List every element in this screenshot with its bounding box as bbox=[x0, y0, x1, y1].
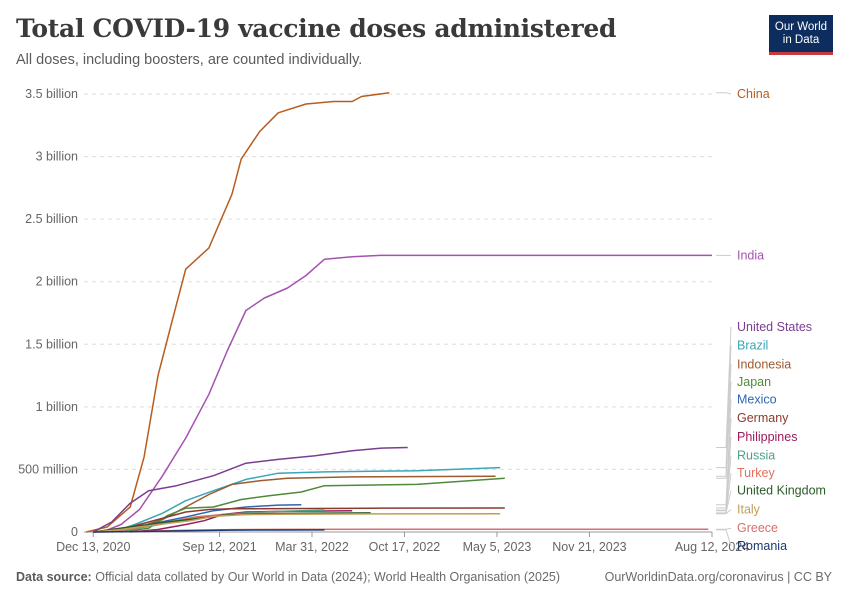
y-tick-label: 3 billion bbox=[36, 150, 78, 164]
data-source: Data source: Official data collated by O… bbox=[16, 570, 560, 584]
x-tick-label: Mar 31, 2022 bbox=[275, 540, 349, 554]
data-source-text: Official data collated by Our World in D… bbox=[95, 570, 561, 584]
chart-subtitle: All doses, including boosters, are count… bbox=[16, 52, 363, 68]
y-tick-label: 500 million bbox=[18, 462, 78, 476]
data-source-label: Data source: bbox=[16, 570, 92, 584]
label-connector bbox=[716, 381, 732, 479]
y-tick-label: 2 billion bbox=[36, 275, 78, 289]
x-axis: Dec 13, 2020 Sep 12, 2021 Mar 31, 2022 Oct … bbox=[56, 532, 749, 554]
series-line-romania bbox=[93, 529, 325, 533]
series-line-indonesia bbox=[111, 475, 496, 533]
series-label-japan: Japan bbox=[737, 375, 771, 389]
source-url[interactable]: OurWorldinData.org/coronavirus | CC BY bbox=[604, 570, 832, 584]
label-connector bbox=[716, 527, 732, 530]
series-line-japan bbox=[120, 477, 505, 533]
series-label-russia: Russia bbox=[737, 449, 775, 463]
x-tick-label: May 5, 2023 bbox=[463, 540, 532, 554]
logo-line-2: in Data bbox=[782, 33, 820, 46]
y-axis-ticks: 0 500 million 1 billion 1.5 billion 2 billio… bbox=[18, 87, 78, 539]
label-connector bbox=[716, 509, 732, 515]
series-label-indonesia: Indonesia bbox=[737, 357, 791, 371]
x-tick-label: Sep 12, 2021 bbox=[182, 540, 256, 554]
series-line-united-states bbox=[92, 446, 408, 533]
series-label-brazil: Brazil bbox=[737, 339, 768, 353]
series-label-china: China bbox=[737, 87, 770, 101]
series-line-italy bbox=[93, 512, 501, 533]
y-tick-label: 0 bbox=[71, 525, 78, 539]
series-lines bbox=[86, 91, 712, 533]
series-line-china bbox=[86, 91, 390, 533]
y-tick-label: 1.5 billion bbox=[25, 337, 78, 351]
label-connector bbox=[716, 529, 732, 546]
series-label-united-states: United States bbox=[737, 320, 812, 334]
chart-title: Total COVID-19 vaccine doses administere… bbox=[16, 14, 617, 43]
grid-lines bbox=[84, 93, 712, 533]
series-label-united-kingdom: United Kingdom bbox=[737, 484, 826, 498]
series-label-romania: Romania bbox=[737, 539, 787, 553]
series-label-philippines: Philippines bbox=[737, 430, 797, 444]
series-label-germany: Germany bbox=[737, 411, 789, 425]
logo-line-1: Our World bbox=[774, 20, 828, 33]
series-label-italy: Italy bbox=[737, 502, 761, 516]
series-label-turkey: Turkey bbox=[737, 466, 775, 480]
y-tick-label: 2.5 billion bbox=[25, 212, 78, 226]
label-connector bbox=[716, 92, 732, 95]
x-tick-label: Dec 13, 2020 bbox=[56, 540, 130, 554]
x-tick-label: Nov 21, 2023 bbox=[552, 540, 626, 554]
x-tick-label: Oct 17, 2022 bbox=[369, 540, 441, 554]
y-tick-label: 1 billion bbox=[36, 400, 78, 414]
series-label-india: India bbox=[737, 248, 764, 262]
label-connector bbox=[716, 490, 732, 514]
series-line-india bbox=[102, 254, 712, 533]
label-connector bbox=[716, 326, 732, 448]
series-label-mexico: Mexico bbox=[737, 392, 777, 406]
series-label-greece: Greece bbox=[737, 521, 778, 535]
owid-logo[interactable]: Our World in Data bbox=[769, 15, 833, 55]
y-tick-label: 3.5 billion bbox=[25, 87, 78, 101]
series-labels: China India United States Brazil Indonesia Ja… bbox=[716, 87, 826, 553]
